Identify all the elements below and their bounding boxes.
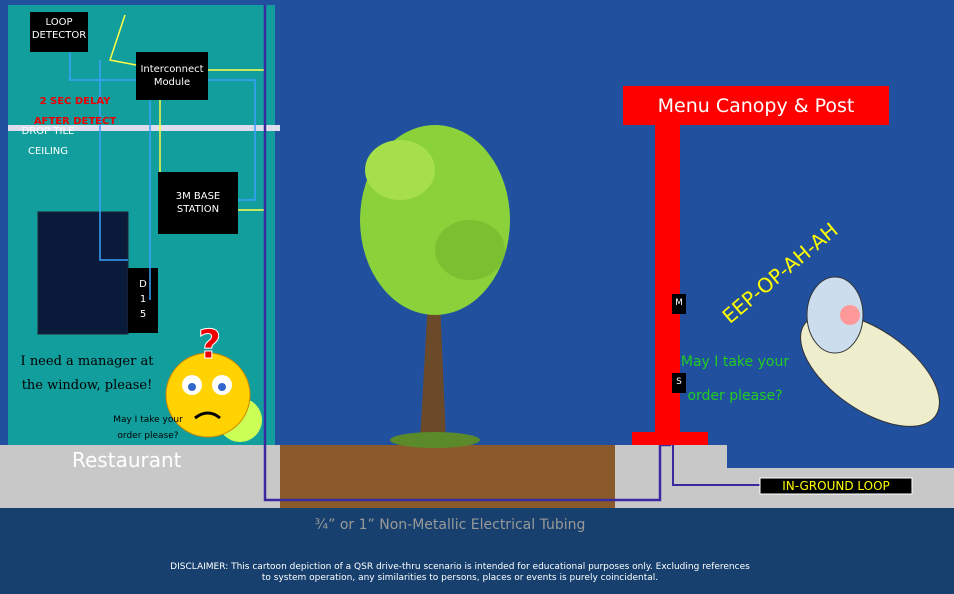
ceiling-strip [8,125,280,131]
window [37,211,129,335]
d15-box [128,268,158,333]
label: 3M BASE STATION [175,191,221,215]
label: Menu Canopy & Post [657,95,855,117]
label: DROP TILE CEILING [21,126,75,157]
label: D 1 5 [139,279,147,320]
loop-box [759,477,913,495]
dirt [280,445,615,508]
label: I need a manager at the window, please! [20,354,154,393]
label: DISCLAIMER: This cartoon depiction of a … [170,562,750,583]
post-base [632,432,708,445]
label: IN-GROUND LOOP [782,479,890,493]
canopy [623,86,889,125]
svg-text:?: ? [198,322,221,368]
tree [360,125,510,448]
label: M [675,298,683,308]
sky-gap [727,445,954,468]
label: May I take your order please? [113,415,183,441]
loop-detector-box [30,12,88,52]
label: Interconnect Module [140,64,204,88]
label: 2 SEC DELAY AFTER DETECT [33,96,117,127]
interconnect-box [136,52,208,100]
speaker-s [672,373,686,393]
label: May I take your order please? [680,354,790,404]
bottom-band [0,508,954,594]
label: S [676,377,682,387]
label: ¾” or 1” Non-Metallic Electrical Tubing [314,517,586,533]
label: Restaurant [72,448,182,472]
speaker-m [672,294,686,314]
label: LOOP DETECTOR [31,17,87,41]
base-station-box [158,172,238,234]
alien-ufo [800,276,940,427]
face: ? [165,322,262,442]
